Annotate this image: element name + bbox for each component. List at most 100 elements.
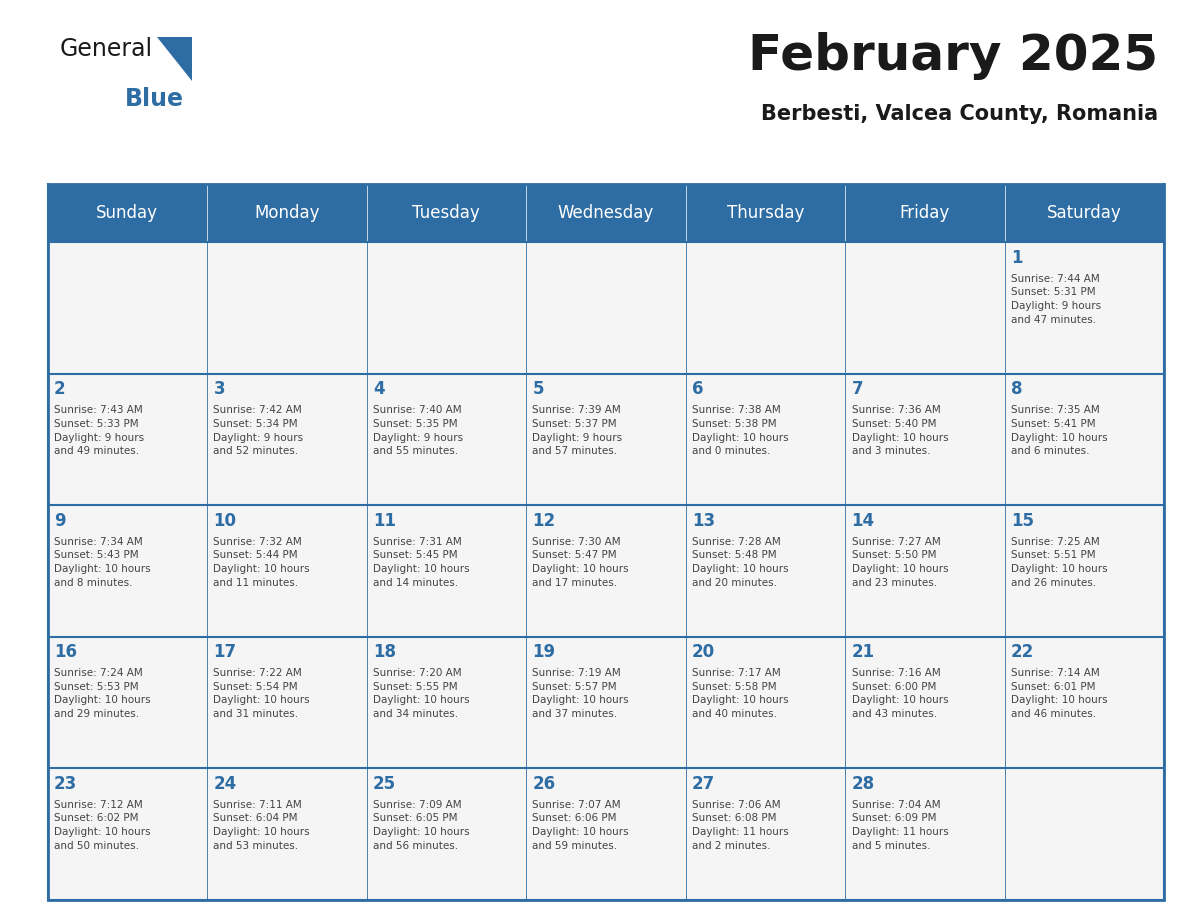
Text: Sunrise: 7:25 AM
Sunset: 5:51 PM
Daylight: 10 hours
and 26 minutes.: Sunrise: 7:25 AM Sunset: 5:51 PM Dayligh…: [1011, 537, 1107, 588]
Bar: [48, 768, 207, 900]
Text: Sunrise: 7:28 AM
Sunset: 5:48 PM
Daylight: 10 hours
and 20 minutes.: Sunrise: 7:28 AM Sunset: 5:48 PM Dayligh…: [693, 537, 789, 588]
Bar: [845, 242, 1005, 374]
Bar: [685, 505, 845, 637]
Text: Sunrise: 7:04 AM
Sunset: 6:09 PM
Daylight: 11 hours
and 5 minutes.: Sunrise: 7:04 AM Sunset: 6:09 PM Dayligh…: [852, 800, 948, 850]
Text: Sunrise: 7:30 AM
Sunset: 5:47 PM
Daylight: 10 hours
and 17 minutes.: Sunrise: 7:30 AM Sunset: 5:47 PM Dayligh…: [532, 537, 630, 588]
Text: 27: 27: [693, 775, 715, 793]
Text: Sunrise: 7:35 AM
Sunset: 5:41 PM
Daylight: 10 hours
and 6 minutes.: Sunrise: 7:35 AM Sunset: 5:41 PM Dayligh…: [1011, 406, 1107, 456]
Text: Thursday: Thursday: [727, 204, 804, 222]
Bar: [48, 637, 207, 768]
Text: 28: 28: [852, 775, 874, 793]
Bar: [1005, 505, 1164, 637]
Text: Sunrise: 7:20 AM
Sunset: 5:55 PM
Daylight: 10 hours
and 34 minutes.: Sunrise: 7:20 AM Sunset: 5:55 PM Dayligh…: [373, 668, 469, 719]
Text: 9: 9: [53, 512, 65, 530]
Bar: [845, 768, 1005, 900]
Bar: [367, 768, 526, 900]
Text: 17: 17: [214, 644, 236, 661]
Text: Sunrise: 7:43 AM
Sunset: 5:33 PM
Daylight: 9 hours
and 49 minutes.: Sunrise: 7:43 AM Sunset: 5:33 PM Dayligh…: [53, 406, 144, 456]
Text: 20: 20: [693, 644, 715, 661]
Bar: [685, 768, 845, 900]
Text: Sunrise: 7:22 AM
Sunset: 5:54 PM
Daylight: 10 hours
and 31 minutes.: Sunrise: 7:22 AM Sunset: 5:54 PM Dayligh…: [214, 668, 310, 719]
Text: Sunrise: 7:31 AM
Sunset: 5:45 PM
Daylight: 10 hours
and 14 minutes.: Sunrise: 7:31 AM Sunset: 5:45 PM Dayligh…: [373, 537, 469, 588]
Text: Friday: Friday: [899, 204, 950, 222]
Bar: [48, 184, 1164, 242]
Bar: [1005, 768, 1164, 900]
Text: 4: 4: [373, 380, 385, 398]
Text: 5: 5: [532, 380, 544, 398]
Text: 2: 2: [53, 380, 65, 398]
Text: 13: 13: [693, 512, 715, 530]
Text: Tuesday: Tuesday: [412, 204, 480, 222]
Bar: [207, 768, 367, 900]
Text: Saturday: Saturday: [1047, 204, 1121, 222]
Bar: [1005, 637, 1164, 768]
Text: Sunrise: 7:44 AM
Sunset: 5:31 PM
Daylight: 9 hours
and 47 minutes.: Sunrise: 7:44 AM Sunset: 5:31 PM Dayligh…: [1011, 274, 1101, 325]
Text: Sunrise: 7:16 AM
Sunset: 6:00 PM
Daylight: 10 hours
and 43 minutes.: Sunrise: 7:16 AM Sunset: 6:00 PM Dayligh…: [852, 668, 948, 719]
Bar: [367, 242, 526, 374]
Bar: [48, 505, 207, 637]
Bar: [367, 374, 526, 505]
Text: 26: 26: [532, 775, 556, 793]
Text: 3: 3: [214, 380, 225, 398]
Text: Sunrise: 7:06 AM
Sunset: 6:08 PM
Daylight: 11 hours
and 2 minutes.: Sunrise: 7:06 AM Sunset: 6:08 PM Dayligh…: [693, 800, 789, 850]
Text: Sunrise: 7:19 AM
Sunset: 5:57 PM
Daylight: 10 hours
and 37 minutes.: Sunrise: 7:19 AM Sunset: 5:57 PM Dayligh…: [532, 668, 630, 719]
Bar: [526, 374, 685, 505]
Text: 6: 6: [693, 380, 703, 398]
Text: Sunrise: 7:14 AM
Sunset: 6:01 PM
Daylight: 10 hours
and 46 minutes.: Sunrise: 7:14 AM Sunset: 6:01 PM Dayligh…: [1011, 668, 1107, 719]
Text: Monday: Monday: [254, 204, 320, 222]
Bar: [845, 505, 1005, 637]
Text: Sunrise: 7:36 AM
Sunset: 5:40 PM
Daylight: 10 hours
and 3 minutes.: Sunrise: 7:36 AM Sunset: 5:40 PM Dayligh…: [852, 406, 948, 456]
Bar: [685, 374, 845, 505]
Text: 12: 12: [532, 512, 556, 530]
Text: Sunrise: 7:17 AM
Sunset: 5:58 PM
Daylight: 10 hours
and 40 minutes.: Sunrise: 7:17 AM Sunset: 5:58 PM Dayligh…: [693, 668, 789, 719]
Text: Sunrise: 7:07 AM
Sunset: 6:06 PM
Daylight: 10 hours
and 59 minutes.: Sunrise: 7:07 AM Sunset: 6:06 PM Dayligh…: [532, 800, 630, 850]
Text: 19: 19: [532, 644, 556, 661]
Text: 8: 8: [1011, 380, 1023, 398]
Text: Sunrise: 7:12 AM
Sunset: 6:02 PM
Daylight: 10 hours
and 50 minutes.: Sunrise: 7:12 AM Sunset: 6:02 PM Dayligh…: [53, 800, 151, 850]
Text: Berbesti, Valcea County, Romania: Berbesti, Valcea County, Romania: [762, 104, 1158, 124]
Text: February 2025: February 2025: [748, 32, 1158, 80]
Text: 7: 7: [852, 380, 864, 398]
Text: Sunrise: 7:24 AM
Sunset: 5:53 PM
Daylight: 10 hours
and 29 minutes.: Sunrise: 7:24 AM Sunset: 5:53 PM Dayligh…: [53, 668, 151, 719]
Text: 18: 18: [373, 644, 396, 661]
Bar: [685, 242, 845, 374]
Text: 10: 10: [214, 512, 236, 530]
Text: 25: 25: [373, 775, 396, 793]
Bar: [207, 242, 367, 374]
Text: 24: 24: [214, 775, 236, 793]
Text: Sunrise: 7:39 AM
Sunset: 5:37 PM
Daylight: 9 hours
and 57 minutes.: Sunrise: 7:39 AM Sunset: 5:37 PM Dayligh…: [532, 406, 623, 456]
Text: 11: 11: [373, 512, 396, 530]
Bar: [685, 637, 845, 768]
Bar: [526, 768, 685, 900]
Bar: [48, 374, 207, 505]
Text: 1: 1: [1011, 249, 1023, 267]
Bar: [526, 505, 685, 637]
Text: Sunrise: 7:42 AM
Sunset: 5:34 PM
Daylight: 9 hours
and 52 minutes.: Sunrise: 7:42 AM Sunset: 5:34 PM Dayligh…: [214, 406, 304, 456]
Text: Sunrise: 7:34 AM
Sunset: 5:43 PM
Daylight: 10 hours
and 8 minutes.: Sunrise: 7:34 AM Sunset: 5:43 PM Dayligh…: [53, 537, 151, 588]
Bar: [526, 242, 685, 374]
Text: Sunrise: 7:32 AM
Sunset: 5:44 PM
Daylight: 10 hours
and 11 minutes.: Sunrise: 7:32 AM Sunset: 5:44 PM Dayligh…: [214, 537, 310, 588]
Bar: [526, 637, 685, 768]
Text: Sunrise: 7:11 AM
Sunset: 6:04 PM
Daylight: 10 hours
and 53 minutes.: Sunrise: 7:11 AM Sunset: 6:04 PM Dayligh…: [214, 800, 310, 850]
Bar: [1005, 242, 1164, 374]
Text: 23: 23: [53, 775, 77, 793]
Text: 21: 21: [852, 644, 874, 661]
Text: 15: 15: [1011, 512, 1034, 530]
Bar: [48, 184, 1164, 900]
Bar: [367, 637, 526, 768]
Text: Wednesday: Wednesday: [557, 204, 655, 222]
Bar: [1005, 374, 1164, 505]
Text: Sunday: Sunday: [96, 204, 158, 222]
Bar: [207, 374, 367, 505]
Bar: [367, 505, 526, 637]
Bar: [207, 505, 367, 637]
Bar: [48, 242, 207, 374]
Bar: [845, 374, 1005, 505]
Text: Sunrise: 7:38 AM
Sunset: 5:38 PM
Daylight: 10 hours
and 0 minutes.: Sunrise: 7:38 AM Sunset: 5:38 PM Dayligh…: [693, 406, 789, 456]
Bar: [207, 637, 367, 768]
Text: Sunrise: 7:40 AM
Sunset: 5:35 PM
Daylight: 9 hours
and 55 minutes.: Sunrise: 7:40 AM Sunset: 5:35 PM Dayligh…: [373, 406, 463, 456]
Text: General: General: [59, 37, 152, 61]
Text: 22: 22: [1011, 644, 1035, 661]
Text: 16: 16: [53, 644, 77, 661]
Text: Sunrise: 7:27 AM
Sunset: 5:50 PM
Daylight: 10 hours
and 23 minutes.: Sunrise: 7:27 AM Sunset: 5:50 PM Dayligh…: [852, 537, 948, 588]
